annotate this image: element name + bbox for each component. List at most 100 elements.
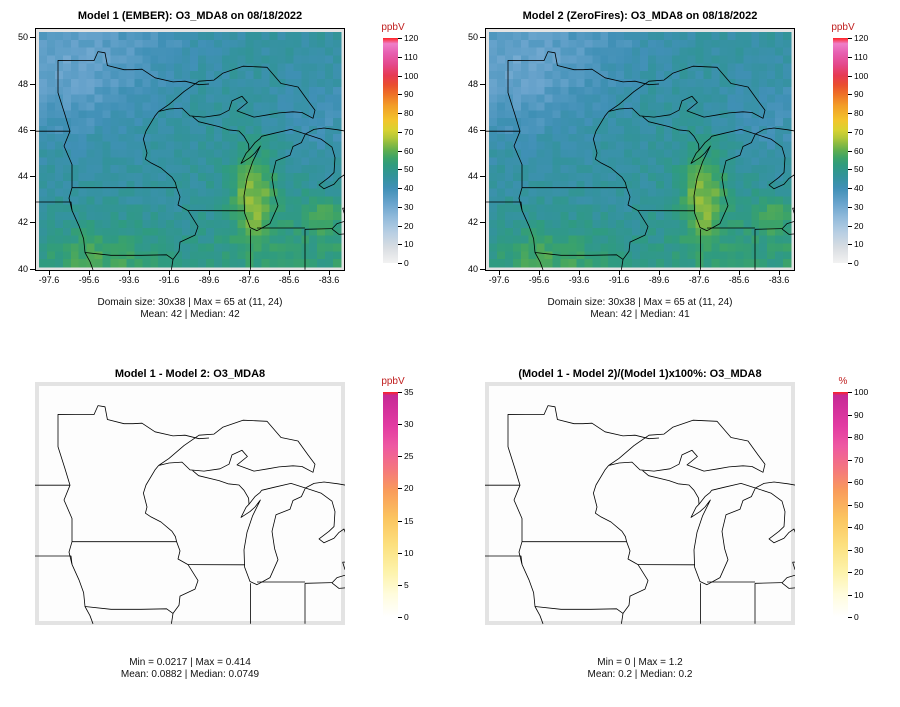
colorbar-tick-label: 90	[404, 89, 414, 100]
colorbar-tick-mark	[848, 527, 852, 528]
colorbar-tick-mark	[398, 75, 402, 77]
colorbar-tick-label: 100	[854, 70, 869, 81]
stats-caption-line2: Mean: 42 | Median: 42	[140, 309, 240, 320]
y-tick-mark	[30, 37, 35, 39]
colorbar-tick-mark	[398, 56, 402, 58]
colorbar-tick-mark	[848, 459, 852, 461]
x-tick-mark	[539, 271, 540, 275]
x-tick-label: -95.6	[78, 275, 100, 285]
colorbar-tick-mark	[848, 572, 852, 573]
x-tick-mark	[89, 271, 90, 275]
x-tick-mark	[329, 271, 330, 275]
colorbar-tick-mark	[848, 482, 852, 483]
colorbar-unit-label: %	[838, 376, 848, 387]
x-tick-label: -93.6	[118, 275, 140, 285]
x-tick-label: -97.6	[38, 275, 60, 285]
colorbar-tick-mark	[848, 617, 852, 618]
stats-caption-line2: Mean: 0.0882 | Median: 0.0749	[120, 669, 260, 680]
colorbar-tick-mark	[398, 424, 402, 426]
colorbar-tick-label: 25	[404, 451, 414, 462]
x-tick-mark	[579, 271, 580, 275]
y-tick-label: 44	[17, 171, 28, 182]
stats-caption-line1: Domain size: 30x38 | Max = 65 at (11, 24…	[547, 297, 733, 308]
y-tick-mark	[480, 176, 485, 178]
colorbar-tick-mark	[848, 94, 852, 96]
y-tick-mark	[30, 83, 35, 85]
colorbar-tick-label: 90	[854, 409, 864, 420]
stats-caption-line2: Mean: 0.2 | Median: 0.2	[587, 669, 693, 680]
colorbar-tick-mark	[848, 504, 852, 506]
colorbar-tick-mark	[848, 150, 852, 152]
colorbar-tick-mark	[398, 488, 402, 490]
colorbar-tick-label: 10	[404, 239, 414, 250]
y-tick-mark	[30, 268, 35, 270]
colorbar-gradient	[383, 392, 398, 617]
colorbar-tick-label: 50	[854, 164, 864, 175]
panel-percent-difference: (Model 1 - Model 2)/(Model 1)x100%: O3_M…	[450, 354, 900, 707]
colorbar-unit-label: ppbV	[831, 22, 855, 33]
colorbar-tick-label: 80	[404, 108, 414, 118]
colorbar-tick-label: 20	[404, 220, 414, 231]
x-tick-label: -87.6	[238, 275, 260, 285]
colorbar-tick-mark	[848, 549, 852, 551]
colorbar-tick-label: 30	[404, 201, 414, 212]
colorbar-tick-label: 40	[854, 183, 864, 193]
stats-caption-line1: Min = 0.0217 | Max = 0.414	[129, 657, 251, 668]
colorbar-tick-label: 80	[854, 108, 864, 118]
x-tick-label: -85.6	[278, 275, 300, 285]
colorbar-tick-mark	[848, 113, 852, 114]
colorbar-tick-mark	[848, 206, 852, 208]
colorbar-unit-label: ppbV	[381, 376, 405, 387]
colorbar-unit-label: ppbV	[381, 22, 405, 33]
panel-title: Model 1 (EMBER): O3_MDA8 on 08/18/2022	[77, 10, 303, 22]
colorbar-tick-label: 100	[854, 387, 869, 397]
y-tick-mark	[480, 268, 485, 270]
x-tick-mark	[499, 271, 500, 275]
colorbar-tick-mark	[398, 617, 402, 618]
colorbar-tick-mark	[398, 456, 402, 458]
colorbar-tick-label: 120	[404, 33, 419, 43]
colorbar-tick-label: 15	[404, 515, 414, 526]
colorbar-tick-label: 0	[854, 258, 859, 268]
x-tick-label: -91.6	[158, 275, 180, 285]
colorbar-tick-mark	[848, 392, 852, 393]
colorbar-tick-mark	[398, 113, 402, 114]
map-model1	[35, 28, 345, 271]
y-tick-label: 50	[467, 32, 478, 43]
x-tick-mark	[289, 271, 290, 275]
map-model2	[485, 28, 795, 271]
x-tick-label: -89.6	[648, 275, 670, 285]
colorbar-tick-mark	[398, 392, 402, 393]
colorbar-tick-label: 20	[854, 220, 864, 231]
stats-caption-line1: Domain size: 30x38 | Max = 65 at (11, 24…	[97, 297, 283, 308]
colorbar-tick-label: 0	[404, 612, 409, 622]
map-percent-difference	[485, 382, 795, 625]
colorbar-tick-mark	[398, 131, 402, 133]
colorbar-tick-label: 20	[404, 483, 414, 494]
x-tick-label: -87.6	[688, 275, 710, 285]
colorbar-tick-mark	[848, 131, 852, 133]
colorbar-tick-mark	[398, 552, 402, 554]
colorbar-tick-label: 60	[404, 145, 414, 156]
colorbar-tick-label: 50	[854, 499, 864, 510]
stats-caption-line1: Min = 0 | Max = 1.2	[597, 657, 683, 668]
y-tick-label: 48	[467, 78, 478, 89]
colorbar-tick-label: 60	[854, 477, 864, 487]
y-tick-label: 40	[17, 263, 28, 274]
colorbar-tick-label: 5	[404, 579, 409, 590]
colorbar-tick-mark	[848, 263, 852, 264]
y-tick-mark	[480, 37, 485, 39]
y-tick-mark	[480, 83, 485, 85]
colorbar-tick-label: 10	[854, 589, 864, 600]
y-tick-label: 42	[467, 217, 478, 228]
x-tick-mark	[699, 271, 700, 275]
colorbar-tick-label: 50	[404, 164, 414, 175]
colorbar-tick-mark	[848, 38, 852, 39]
colorbar-tick-mark	[398, 150, 402, 152]
x-tick-label: -95.6	[528, 275, 550, 285]
x-tick-label: -97.6	[488, 275, 510, 285]
y-tick-label: 40	[467, 263, 478, 274]
colorbar-tick-label: 70	[404, 126, 414, 137]
colorbar-tick-label: 0	[854, 612, 859, 622]
